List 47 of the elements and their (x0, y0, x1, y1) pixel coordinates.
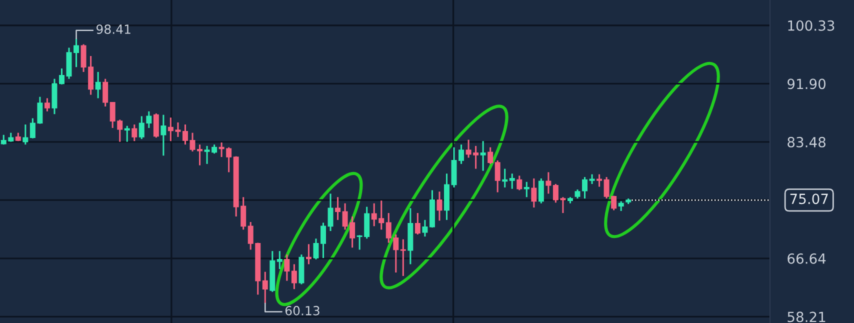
candlestick (132, 124, 138, 142)
candlestick (414, 212, 420, 236)
candlestick (582, 176, 588, 200)
y-tick-label: 58.21 (788, 312, 826, 322)
candlestick (436, 190, 442, 222)
candlestick (262, 271, 268, 304)
candlestick (480, 140, 486, 172)
annotation: 60.13 (285, 306, 320, 316)
candlestick (516, 174, 522, 191)
candlestick (44, 97, 50, 112)
candlestick (276, 250, 282, 270)
candlestick (596, 174, 602, 188)
candlestick (400, 238, 406, 277)
candlestick (190, 132, 196, 152)
candlestick (328, 192, 334, 232)
candlestick (22, 124, 28, 146)
y-tick-label: 100.33 (788, 20, 834, 31)
candlestick (95, 71, 101, 99)
candlestick (546, 171, 552, 194)
candlestick (502, 168, 508, 188)
ref-line-label: 75.07 (790, 194, 828, 204)
candlestick (422, 219, 428, 238)
candlestick (524, 181, 530, 198)
candlestick (102, 78, 108, 108)
candlestick (306, 243, 312, 265)
candlestick (197, 144, 203, 166)
candlestick (618, 200, 624, 212)
y-tick-label: 66.64 (788, 253, 826, 264)
candlestick (182, 124, 188, 146)
candlestick (538, 178, 544, 204)
candlestick (160, 114, 166, 156)
candlestick (509, 172, 515, 190)
candlestick (589, 174, 595, 185)
candlestick (59, 68, 64, 86)
candlestick (494, 160, 500, 194)
candlestick (284, 254, 290, 282)
candlestick (335, 196, 341, 221)
y-tick-label: 83.48 (788, 136, 826, 148)
y-tick-label: 91.90 (788, 78, 826, 90)
candlestick (488, 146, 494, 165)
candlestick (531, 178, 537, 208)
candlestick (320, 222, 326, 259)
annotation: 98.41 (96, 24, 130, 34)
candlestick (124, 125, 130, 143)
candlestick (313, 238, 319, 260)
candlestick (291, 263, 297, 290)
candlestick (153, 112, 159, 138)
